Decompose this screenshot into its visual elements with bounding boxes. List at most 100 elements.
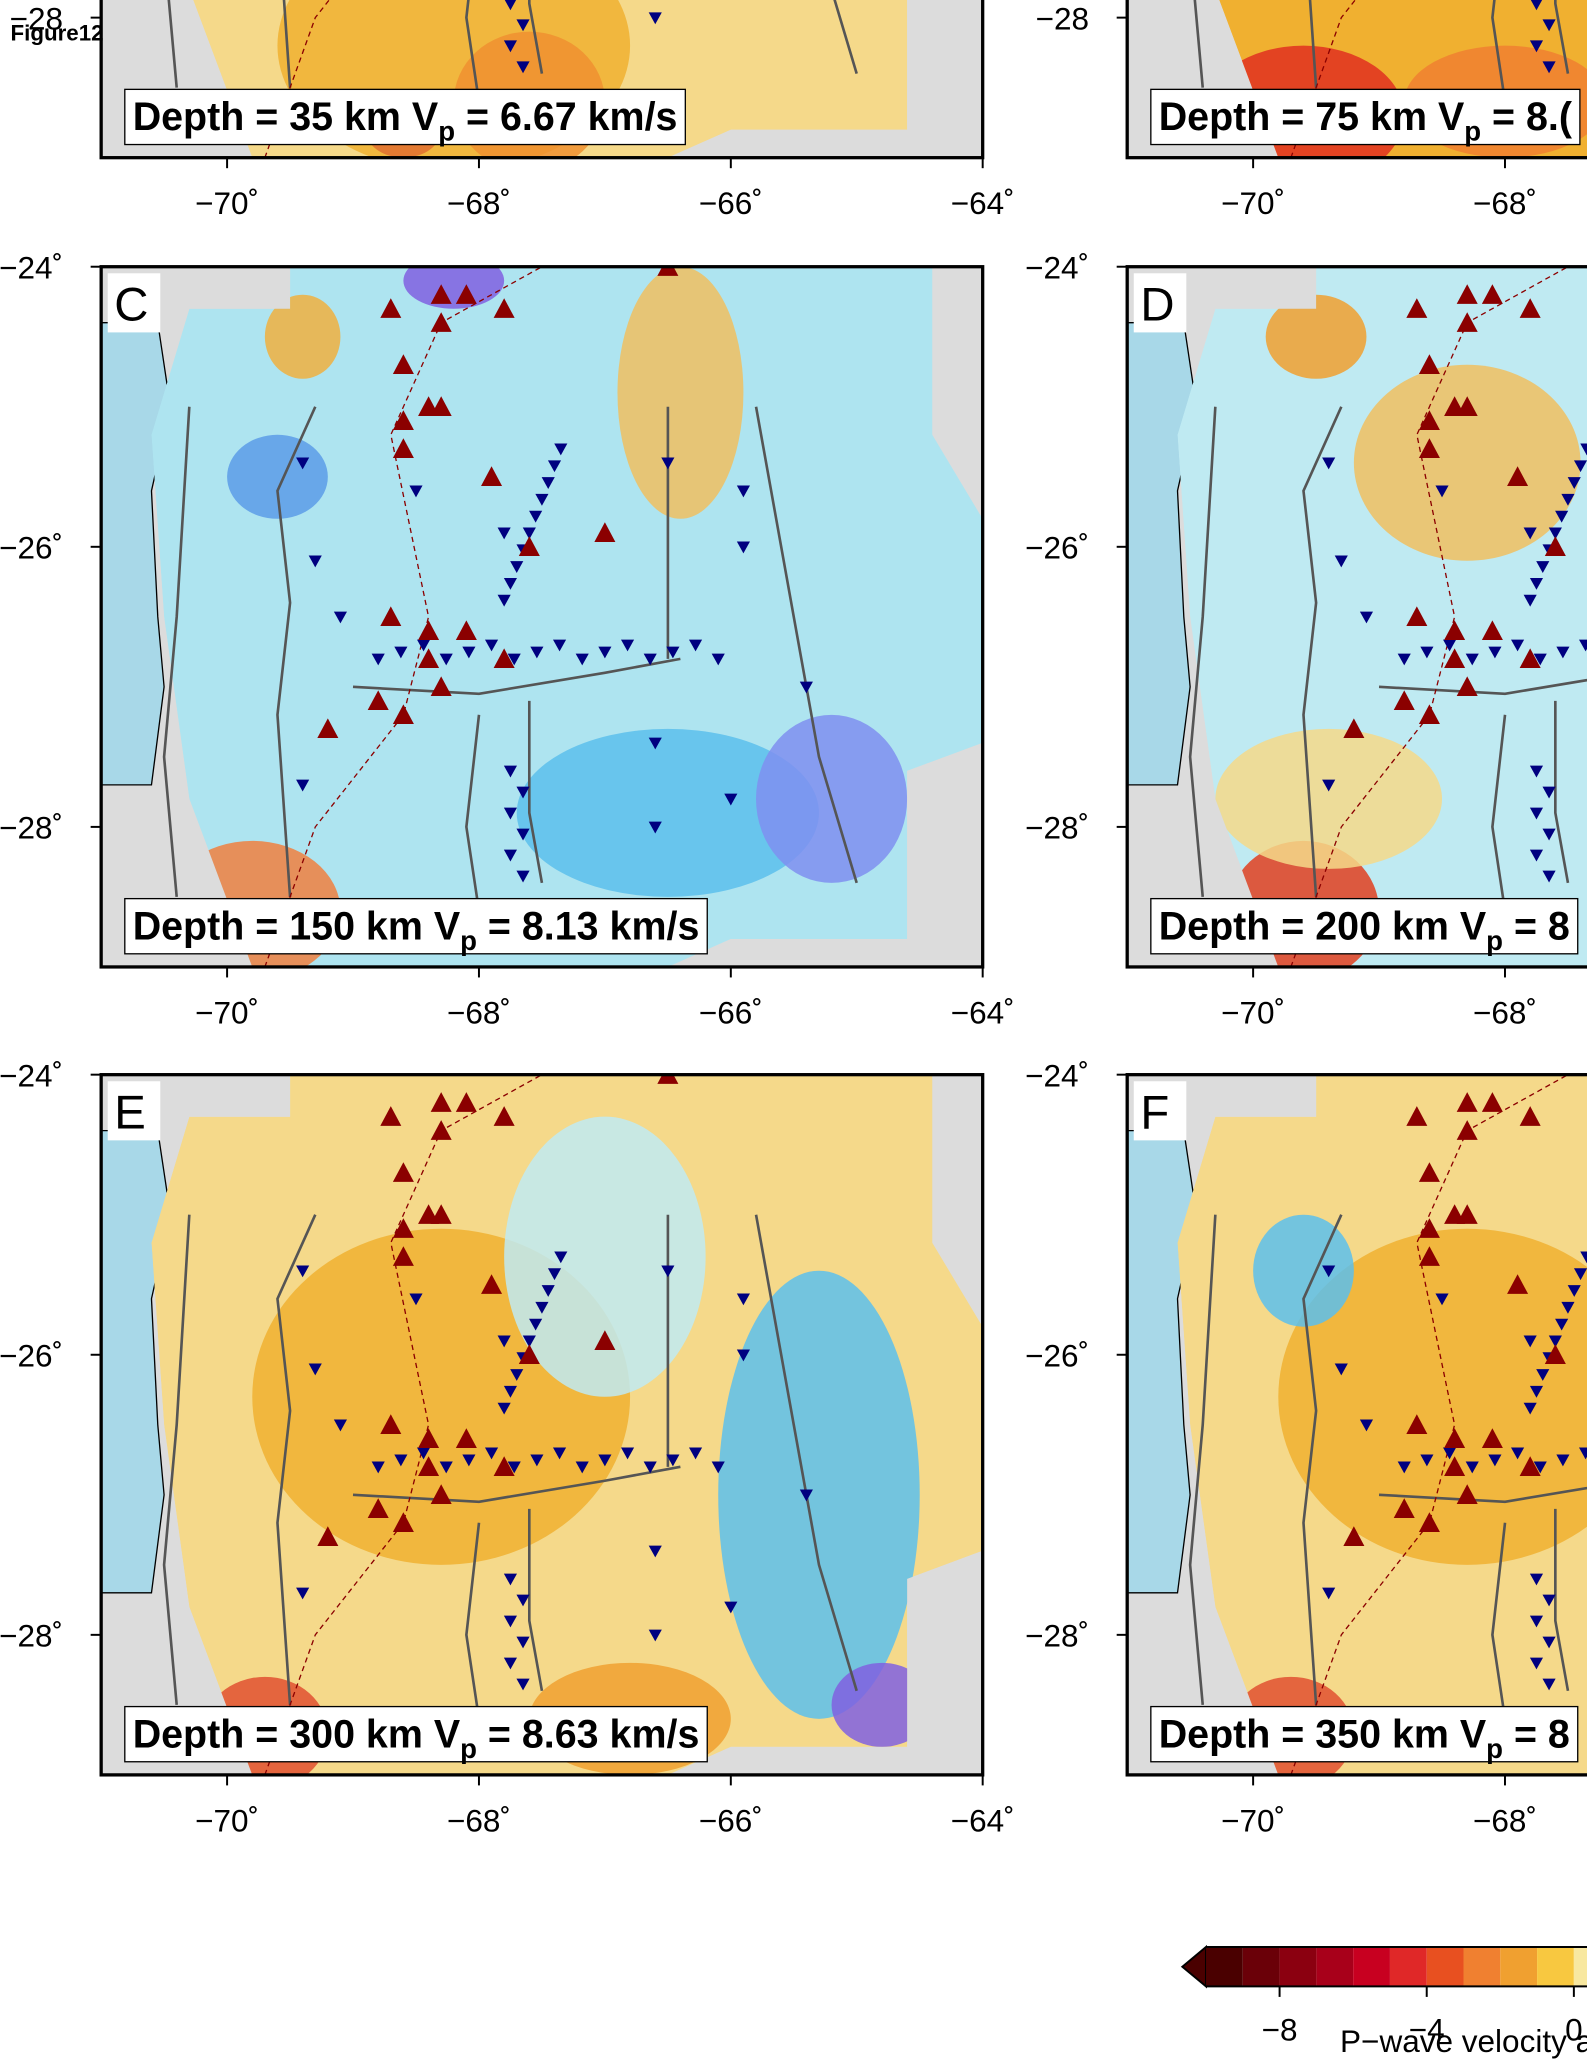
volcano: [392, 438, 414, 458]
map-frame: [99, 0, 985, 160]
map-panel: −70˚ −68˚ −24˚ −26˚ −28˚ F Depth = 350 km Vp =…: [1025, 1057, 1587, 1838]
panel-letter-box: [107, 1081, 161, 1141]
colorbar-arrow: [1180, 1944, 1208, 1989]
station: [484, 639, 499, 652]
volcano: [1481, 1428, 1503, 1448]
station: [552, 639, 567, 652]
volcano: [594, 522, 616, 542]
station: [1542, 61, 1556, 74]
fault-line: [1491, 0, 1507, 102]
colorbar-segment: [1206, 1946, 1243, 1987]
volcano: [430, 1204, 452, 1224]
depth-label-box: [124, 1705, 708, 1763]
volcano: [392, 704, 414, 725]
lat-tick-label: −26˚: [0, 1338, 63, 1374]
station: [1443, 639, 1457, 652]
depth-label: Depth = 350 km Vp = 8: [1159, 1712, 1570, 1764]
station: [1529, 1657, 1544, 1670]
panel-letter: D: [1140, 279, 1174, 332]
station: [1435, 1293, 1449, 1306]
colorbar-segment: [1426, 1946, 1464, 1987]
fault-line: [1378, 678, 1587, 696]
colorbar-segment: [1242, 1946, 1280, 1987]
station: [1322, 1587, 1336, 1600]
lon-tick-label: −70˚: [195, 994, 259, 1030]
volcano: [1418, 410, 1440, 430]
fault-line: [465, 1522, 481, 1720]
station: [1542, 786, 1556, 799]
lon-tick-label: −70˚: [195, 185, 259, 221]
map-panel: −70˚ −68˚ −66˚ −64˚ −24˚ −26˚ −28˚ E Depth = 300…: [0, 1057, 1015, 1838]
depth-label-part: = 8: [1503, 904, 1570, 948]
station: [724, 1601, 738, 1614]
volcano: [518, 1344, 540, 1364]
volcano: [418, 1428, 440, 1448]
station: [535, 1301, 549, 1314]
volcano: [1456, 676, 1478, 697]
station: [648, 12, 662, 25]
volcano: [1456, 284, 1478, 304]
panel-letter: E: [114, 1087, 146, 1140]
volcano: [367, 1498, 389, 1519]
station: [736, 1293, 750, 1306]
depth-label-part: = 8.13 km/s: [477, 904, 699, 948]
volcano: [1519, 1456, 1541, 1476]
station: [1555, 510, 1569, 523]
volcano: [1456, 1092, 1478, 1112]
map-panel: −70˚ −68˚ −28 Depth = 75 km Vp = 8.(: [1036, 0, 1587, 221]
station: [643, 653, 657, 666]
colorbar-segment: [1279, 1946, 1317, 1987]
volcano: [1456, 1204, 1478, 1224]
station: [1443, 1447, 1457, 1460]
station: [1465, 1461, 1479, 1474]
volcano: [1507, 466, 1529, 486]
fault-line: [1188, 1214, 1217, 1705]
volcano: [1343, 718, 1365, 739]
fault-line: [527, 0, 544, 74]
volcano: [657, 266, 679, 276]
station: [416, 1447, 431, 1460]
map-body: [1127, 266, 1587, 967]
volcano: [392, 1162, 414, 1182]
station: [516, 61, 530, 74]
volcano: [1418, 1218, 1440, 1238]
map-body: [101, 0, 983, 158]
colorbar-segment: [1389, 1946, 1427, 1987]
station: [1397, 1461, 1411, 1474]
volcano: [392, 1512, 414, 1533]
map-body: [1127, 1074, 1587, 1775]
station: [1580, 443, 1587, 456]
fault-line: [1302, 1214, 1343, 1705]
station: [620, 639, 635, 652]
depth-label-part: = 8.(: [1481, 95, 1573, 139]
fault-line: [465, 714, 481, 912]
lat-tick-label: −26˚: [1025, 530, 1089, 566]
station: [1435, 485, 1449, 498]
volcano: [1444, 648, 1466, 669]
tomography-anomaly: [264, 294, 341, 379]
colorbar-tick-label: 0: [1565, 2011, 1583, 2047]
volcano: [493, 648, 515, 669]
station: [1465, 653, 1479, 666]
volcano: [380, 606, 402, 627]
station: [535, 493, 549, 506]
lon-tick-label: −66˚: [699, 1802, 763, 1838]
tomography-anomaly: [1215, 728, 1443, 869]
depth-label-part: Depth = 350 km V: [1159, 1712, 1487, 1756]
tomography-anomaly: [403, 266, 505, 309]
volcano: [1481, 284, 1503, 304]
station: [503, 577, 518, 590]
station: [1523, 527, 1537, 540]
lat-tick-label: −24˚: [1025, 250, 1089, 286]
station: [620, 1447, 635, 1460]
tomography-anomaly: [227, 434, 328, 519]
volcano: [1343, 1526, 1365, 1547]
station: [503, 1615, 518, 1628]
station: [308, 555, 322, 568]
colorbar-segment: [1500, 1946, 1538, 1987]
station: [296, 779, 310, 792]
station: [1529, 1385, 1544, 1398]
depth-label-part: Depth = 75 km V: [1159, 95, 1465, 139]
fault-line: [352, 657, 681, 696]
